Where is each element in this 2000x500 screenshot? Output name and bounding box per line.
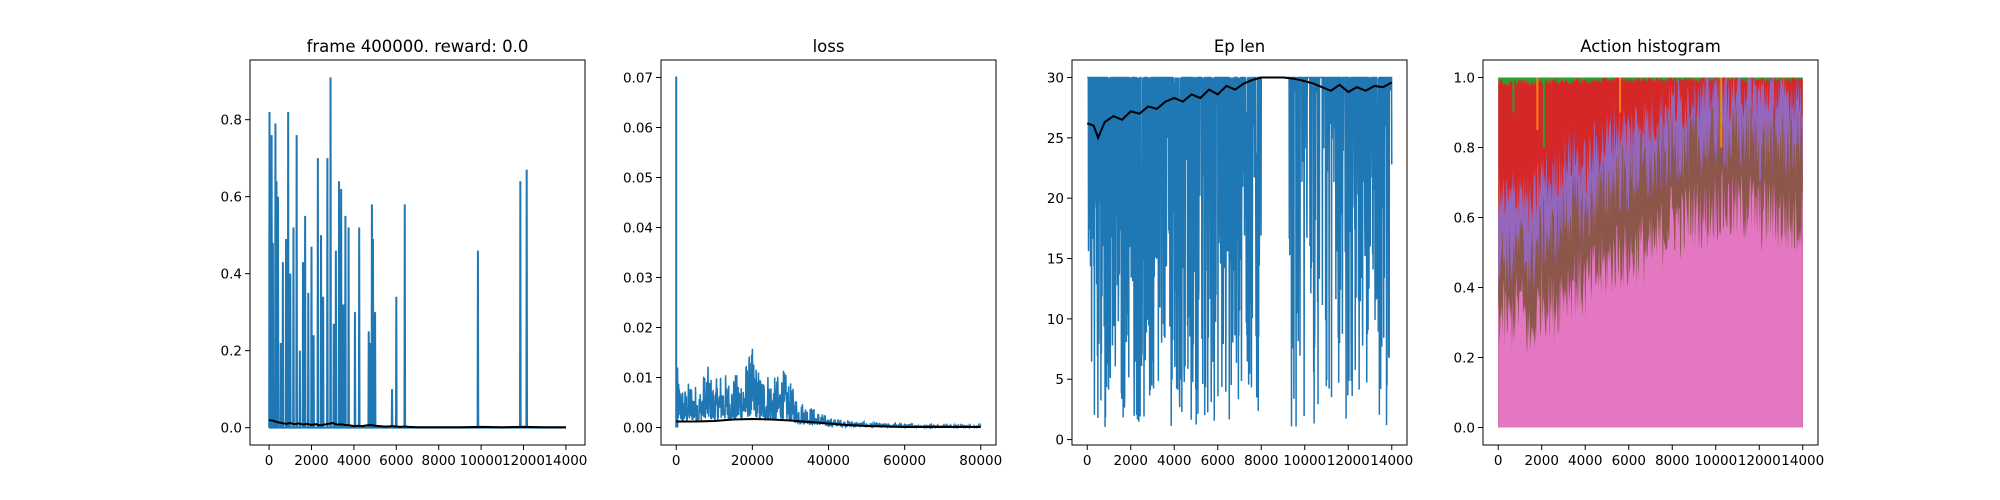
- ep-len-smoothed-series: [1086, 76, 1393, 141]
- x-tick-label: 6000: [1612, 453, 1646, 469]
- loss-plot-frame: [660, 59, 997, 446]
- x-tick-label: 2000: [1114, 453, 1148, 469]
- y-tick-label: 15: [1047, 252, 1064, 268]
- y-tick-label: 0.2: [1454, 351, 1475, 367]
- loss-plot: loss 0 20000 40000 60000 80000 0.00 0.01 0.02 0.…: [623, 37, 1002, 469]
- reward-smoothed-series: [268, 418, 566, 429]
- y-tick-label: 0.8: [1454, 141, 1475, 157]
- y-tick-label: 0.6: [221, 190, 242, 206]
- y-tick-label: 0.02: [623, 321, 653, 337]
- x-tick-label: 60000: [883, 453, 926, 469]
- y-tick-label: 10: [1047, 312, 1064, 328]
- x-tick-label: 8000: [1244, 453, 1278, 469]
- x-tick-label: 0: [265, 453, 274, 469]
- x-tick-label: 10000: [460, 453, 503, 469]
- x-tick-label: 14000: [1370, 453, 1413, 469]
- x-tick-label: 14000: [544, 453, 587, 469]
- ep-len-raw-series: [1087, 76, 1393, 427]
- x-tick-label: 0: [1083, 453, 1092, 469]
- x-tick-label: 4000: [337, 453, 371, 469]
- action-histogram-plot-frame: [1482, 59, 1819, 446]
- action-histogram-plot-title: Action histogram: [1580, 37, 1721, 56]
- x-tick-label: 40000: [807, 453, 850, 469]
- y-tick-label: 0.07: [623, 71, 653, 87]
- ep-len-plot-frame: [1071, 59, 1408, 446]
- x-tick-label: 10000: [1694, 453, 1737, 469]
- x-tick-label: 12000: [502, 453, 545, 469]
- y-tick-label: 0.4: [1454, 281, 1475, 297]
- loss-plot-title: loss: [813, 37, 845, 56]
- action-0-area: [1498, 167, 1803, 428]
- loss-raw-series: [675, 348, 982, 430]
- y-tick-label: 30: [1047, 71, 1064, 87]
- y-tick-label: 0.6: [1454, 211, 1475, 227]
- x-tick-label: 4000: [1568, 453, 1602, 469]
- action-histogram-plot: Action histogram 0 2000 4000 6000 8000 10000 1…: [1454, 37, 1825, 469]
- reward-plot-title: frame 400000. reward: 0.0: [307, 37, 529, 56]
- y-tick-label: 0.8: [221, 113, 242, 129]
- x-tick-label: 4000: [1157, 453, 1191, 469]
- x-tick-label: 12000: [1738, 453, 1781, 469]
- reward-raw-series: [268, 77, 566, 429]
- y-tick-label: 0.01: [623, 371, 653, 387]
- loss-smoothed-series: [676, 417, 981, 428]
- y-tick-label: 0.0: [1454, 421, 1475, 437]
- x-tick-label: 12000: [1327, 453, 1370, 469]
- y-tick-label: 1.0: [1454, 71, 1475, 87]
- x-tick-label: 14000: [1781, 453, 1824, 469]
- y-tick-label: 0.2: [221, 344, 242, 360]
- ep-len-plot: Ep len 0 2000 4000 6000 8000 10000 12000 14000 0…: [1047, 37, 1413, 469]
- x-tick-label: 8000: [1655, 453, 1689, 469]
- y-tick-label: 5: [1055, 372, 1064, 388]
- ep-len-plot-title: Ep len: [1214, 37, 1265, 56]
- x-tick-label: 8000: [422, 453, 456, 469]
- y-tick-label: 0.04: [623, 221, 653, 237]
- x-tick-label: 2000: [294, 453, 328, 469]
- x-tick-label: 10000: [1283, 453, 1326, 469]
- y-tick-label: 0: [1055, 433, 1064, 449]
- reward-plot-frame: [249, 59, 586, 446]
- x-tick-label: 6000: [1201, 453, 1235, 469]
- x-tick-label: 6000: [379, 453, 413, 469]
- x-tick-label: 2000: [1525, 453, 1559, 469]
- reward-plot: frame 400000. reward: 0.0 0 2000 4000 6000 8…: [221, 37, 588, 469]
- y-tick-label: 0.0: [221, 421, 242, 437]
- x-tick-label: 0: [672, 453, 681, 469]
- y-tick-label: 0.00: [623, 421, 653, 437]
- y-tick-label: 0.06: [623, 121, 653, 137]
- y-tick-label: 0.05: [623, 171, 653, 187]
- y-tick-label: 25: [1047, 131, 1064, 147]
- y-tick-label: 20: [1047, 191, 1064, 207]
- y-tick-label: 0.03: [623, 271, 653, 287]
- x-tick-label: 0: [1494, 453, 1503, 469]
- x-tick-label: 20000: [731, 453, 774, 469]
- x-tick-label: 80000: [959, 453, 1002, 469]
- y-tick-label: 0.4: [221, 267, 242, 283]
